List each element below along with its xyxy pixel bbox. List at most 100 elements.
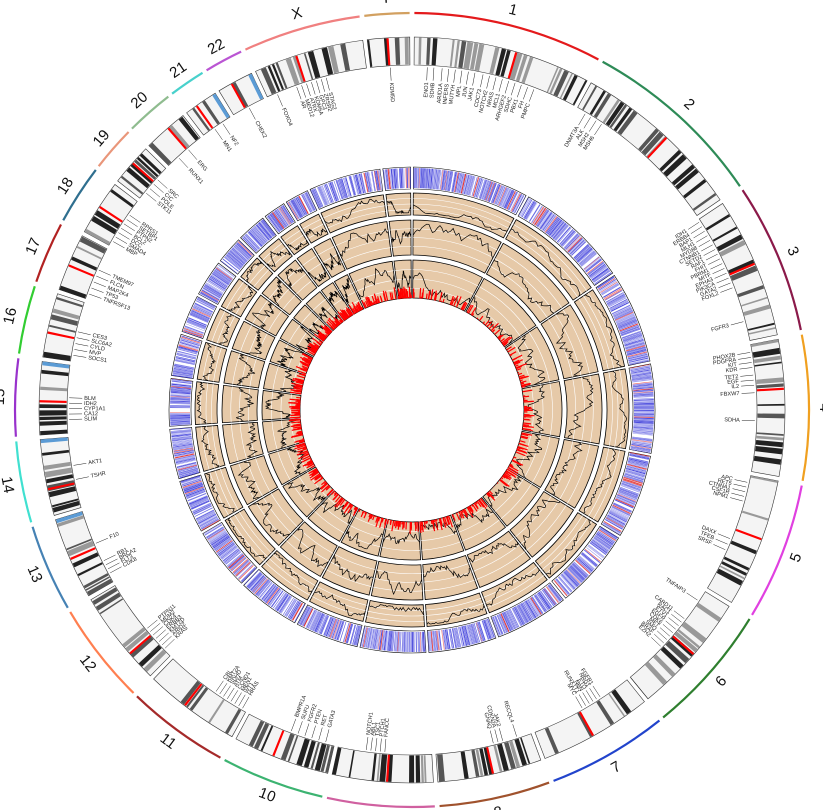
gene-label: MITF [698, 272, 713, 283]
heatmap-cell [210, 532, 228, 544]
centromere [579, 711, 595, 737]
heatmap-cell [317, 614, 326, 634]
chromosome-label-17: 17 [22, 235, 44, 257]
line-track-2-chr-5 [544, 439, 599, 509]
ideogram-band [43, 351, 71, 361]
heatmap-cell [170, 398, 191, 400]
heatmap-cell [175, 356, 196, 362]
heatmap-cell [633, 413, 654, 414]
heatmap-cell [233, 560, 249, 575]
heatmap-cell [424, 168, 427, 189]
heatmap-cell [198, 513, 217, 525]
track-gridline [526, 505, 567, 551]
heatmap-cell [633, 415, 654, 417]
track-gridline [572, 378, 577, 440]
track-line [567, 376, 594, 439]
heatmap-cell [188, 495, 208, 504]
heatmap-cell [296, 196, 307, 215]
heatmap-cell [171, 386, 192, 389]
gene-tick [164, 638, 175, 649]
heatmap-cell [629, 455, 649, 460]
gene-tick [89, 293, 102, 299]
ideogram-band [50, 314, 79, 326]
copy-number-bar [370, 514, 374, 519]
gene-tick [277, 94, 283, 107]
copy-number-bar [304, 360, 311, 365]
ideogram-band [332, 747, 342, 775]
ideogram-band [138, 644, 162, 667]
heatmap-cell [563, 571, 579, 587]
copy-number-bar [505, 470, 517, 478]
heatmap-cell [518, 604, 529, 623]
heatmap-cell [232, 558, 249, 574]
heatmap-cell [571, 563, 587, 579]
heatmap-cell [199, 516, 218, 528]
heatmap-cell [503, 612, 513, 631]
heatmap-cell [483, 180, 491, 200]
gene-label: SDHA [724, 417, 740, 423]
heatmap-cell [267, 215, 281, 233]
ideogram-band [139, 153, 162, 175]
heatmap-cell [395, 168, 398, 189]
line-track-1-chr-12 [224, 508, 276, 566]
copy-number-bar [396, 520, 399, 527]
copy-number-bar [467, 506, 472, 512]
track-gridline [474, 294, 521, 337]
heatmap-cell [633, 428, 654, 431]
heatmap-cell [622, 334, 642, 341]
heatmap-cell [620, 326, 640, 335]
track-gridline [423, 571, 472, 583]
heatmap-cell [591, 267, 609, 281]
ideogram-band [497, 743, 509, 771]
heatmap-cell [581, 552, 598, 567]
track-line [473, 297, 513, 344]
ideogram-band [168, 125, 190, 149]
heatmap-cell [324, 183, 333, 204]
heatmap-cell [269, 589, 282, 606]
centromere [647, 137, 668, 159]
heatmap-cell [392, 168, 395, 189]
heatmap-cell [633, 393, 654, 396]
heatmap-cell [229, 250, 246, 264]
track-gridline [321, 504, 349, 526]
ideogram-band [43, 461, 72, 470]
heatmap-cell [377, 629, 382, 650]
track-gridline [426, 603, 484, 616]
ideogram-band [463, 41, 474, 70]
heatmap-cell [171, 432, 192, 436]
track-gridline [248, 329, 260, 355]
track-gridline [376, 569, 422, 575]
heatmap-cell [548, 219, 562, 236]
heatmap-cell [173, 445, 194, 450]
heatmap-cell [212, 272, 230, 285]
track-gridline [413, 198, 512, 224]
track-gridline [272, 366, 279, 391]
heatmap-cell [439, 169, 443, 190]
copy-number-bar [325, 485, 331, 491]
heatmap-cell [557, 227, 572, 244]
track-gridline [412, 245, 490, 266]
heatmap-cell [621, 483, 641, 491]
heatmap-cell [630, 369, 651, 374]
heatmap-cell [390, 168, 394, 189]
heatmap-cell [341, 178, 348, 198]
copy-number-bar [373, 293, 379, 304]
heatmap-cell [442, 629, 446, 650]
heatmap-cell [330, 619, 338, 639]
track-gridline [255, 458, 271, 492]
copy-number-bar [522, 424, 529, 426]
heatmap-cell [633, 427, 654, 430]
ideogram-band [755, 445, 783, 455]
chromosome-arc-3 [741, 189, 802, 331]
ideogram-band [79, 236, 107, 254]
heatmap-cell [542, 213, 555, 231]
heatmap-cell [630, 449, 651, 454]
gene-tick [499, 728, 503, 741]
gene-tick [710, 263, 723, 270]
heatmap-cell [173, 450, 194, 455]
heatmap-cell [629, 359, 649, 365]
ideogram-band [41, 449, 70, 456]
copy-number-bar [513, 359, 524, 365]
gene-label: RECQL4 [502, 700, 515, 723]
